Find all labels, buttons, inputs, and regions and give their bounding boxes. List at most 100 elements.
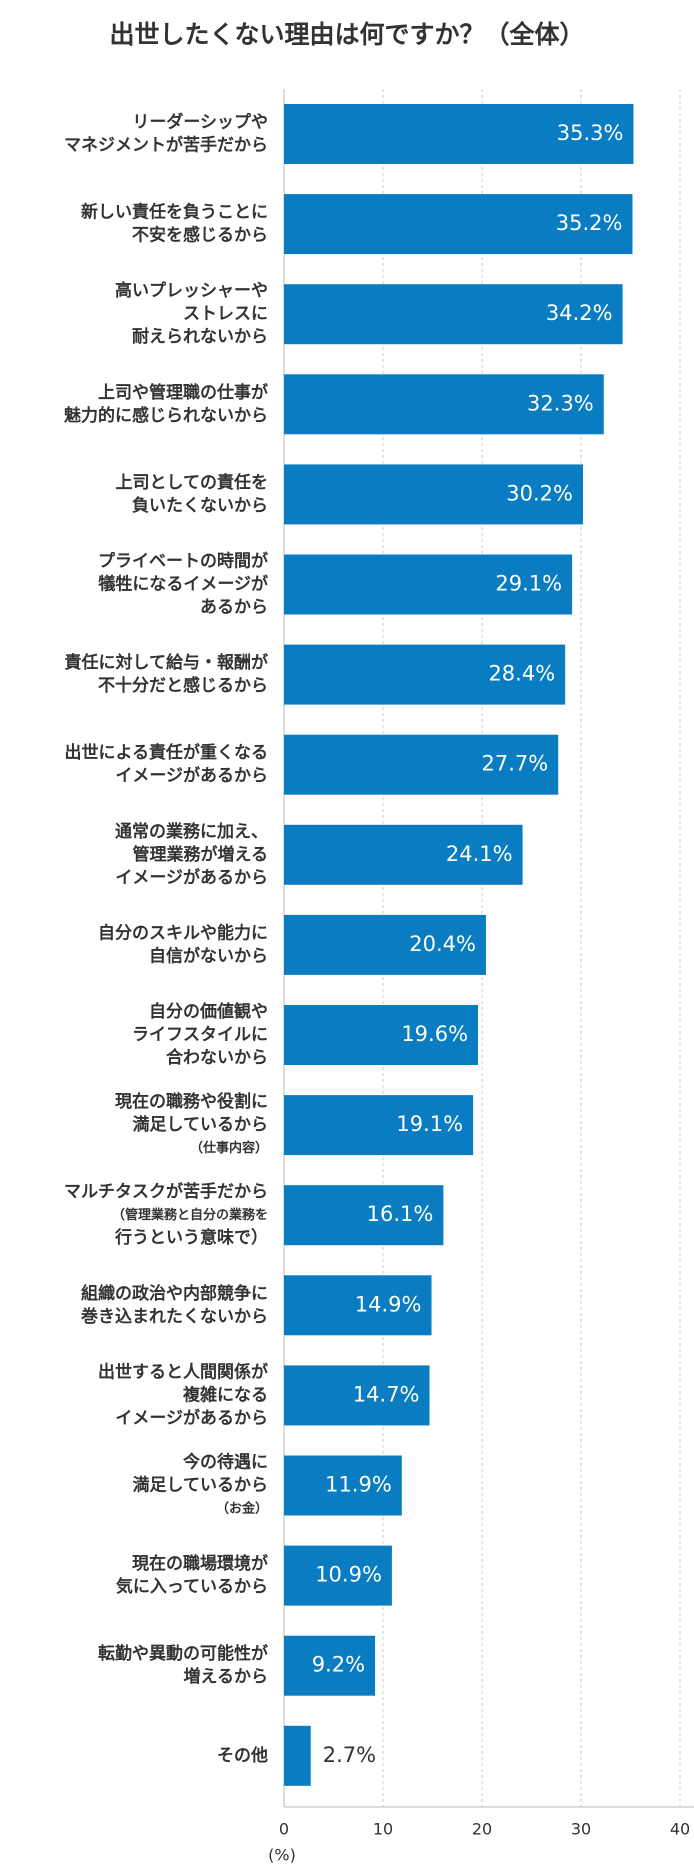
category-line: あるから (200, 598, 268, 618)
bar (284, 1275, 432, 1336)
category-line: 満足しているから (133, 1475, 269, 1496)
bar (284, 1365, 430, 1426)
value-label: 24.1% (446, 842, 513, 866)
category-label: 出世による責任が重くなるイメージがあるから (65, 742, 269, 786)
category-label: 転勤や異動の可能性が増えるから (98, 1643, 268, 1687)
x-tick-label: 10 (373, 1820, 393, 1839)
value-label: 10.9% (315, 1563, 382, 1587)
bar (284, 1095, 474, 1156)
bar (284, 464, 583, 525)
x-tick-label: 30 (571, 1820, 591, 1839)
category-label: 今の待遇に満足しているから （お金） (133, 1452, 269, 1517)
category-line: 巻き込まれたくないから (80, 1306, 268, 1327)
category-line: 通常の業務に加え、 (115, 821, 268, 842)
category-line: ストレスに (183, 304, 268, 324)
bar (284, 1545, 392, 1606)
category-line: 気に入っているから (115, 1576, 268, 1597)
value-label: 29.1% (495, 572, 562, 596)
category-label: 上司や管理職の仕事が魅力的に感じられないから (64, 382, 268, 426)
category-line: 出世による責任が重くなる (65, 742, 269, 763)
chart-title: 出世したくない理由は何ですか？（全体） (109, 20, 584, 49)
category-label: 新しい責任を負うことに不安を感じるから (81, 202, 268, 246)
bar (284, 734, 559, 795)
bar (284, 1635, 376, 1696)
value-label: 14.9% (355, 1292, 422, 1316)
x-tick-label: 20 (472, 1820, 492, 1839)
category-line: 自分のスキルや能力に (98, 922, 268, 943)
value-label: 35.3% (557, 121, 624, 145)
bar (284, 374, 604, 435)
bar (284, 1455, 402, 1516)
category-line: 不十分だと感じるから (98, 675, 268, 696)
category-label: 組織の政治や内部競争に巻き込まれたくないから (80, 1283, 268, 1327)
category-line: 出世すると人間関係が (98, 1361, 268, 1382)
category-line: 行うという意味で） (114, 1227, 268, 1248)
category-label: マルチタスクが苦手だから （管理業務と自分の業務を行うという意味で） (64, 1181, 268, 1248)
bar (284, 194, 633, 255)
category-line: マネジメントが苦手だから (64, 135, 268, 156)
category-line: 満足しているから (133, 1114, 269, 1135)
category-line: 転勤や異動の可能性が (98, 1643, 268, 1664)
value-label: 2.7% (323, 1743, 376, 1767)
bar (284, 554, 573, 615)
category-line: マルチタスクが苦手だから (64, 1181, 268, 1202)
x-tick-label: 0 (279, 1820, 289, 1839)
category-line: 増えるから (184, 1666, 269, 1687)
category-line: 責任に対して給与・報酬が (65, 652, 269, 673)
category-label: 現在の職場環境が気に入っているから (115, 1553, 268, 1597)
category-label: 出世すると人間関係が複雑になるイメージがあるから (98, 1361, 268, 1428)
category-line: 自分の価値観や (149, 1001, 268, 1022)
category-label: プライベートの時間が犠牲になるイメージがあるから (98, 551, 268, 618)
category-line: 現在の職務や役割に (115, 1091, 268, 1112)
category-line: 今の待遇に (183, 1452, 268, 1473)
category-line: 上司としての責任を (116, 472, 269, 493)
bar (284, 644, 566, 705)
bar (284, 104, 634, 164)
x-tick-label: 40 (670, 1820, 690, 1839)
bar (284, 1005, 479, 1065)
x-axis-label: (%) (268, 1846, 296, 1865)
value-label: 28.4% (488, 662, 555, 686)
value-label: 27.7% (482, 752, 549, 776)
category-line: プライベートの時間が (98, 551, 268, 572)
category-line: 新しい責任を負うことに (81, 202, 268, 223)
category-label: 自分の価値観やライフスタイルに合わないから (132, 1001, 268, 1068)
category-line: 複雑になる (182, 1384, 268, 1405)
category-line: （管理業務と自分の業務を (112, 1207, 268, 1223)
value-label: 16.1% (367, 1202, 434, 1226)
category-label: 高いプレッシャーやストレスに耐えられないから (115, 280, 268, 347)
category-label: その他 (217, 1745, 268, 1766)
value-label: 19.1% (396, 1112, 463, 1136)
category-line: 犠牲になるイメージが (98, 574, 268, 595)
value-label: 9.2% (312, 1653, 365, 1677)
category-line: 現在の職場環境が (132, 1553, 268, 1574)
value-label: 14.7% (353, 1382, 420, 1406)
category-label: 自分のスキルや能力に自信がないから (98, 922, 268, 966)
bar (284, 824, 523, 885)
category-line: 自信がないから (149, 945, 268, 966)
category-line: 高いプレッシャーや (115, 280, 268, 301)
category-line: リーダーシップや (132, 112, 268, 133)
category-line: 組織の政治や内部競争に (81, 1283, 268, 1304)
value-label: 11.9% (325, 1473, 392, 1497)
category-line: 合わないから (166, 1047, 268, 1068)
value-label: 32.3% (527, 391, 594, 415)
category-line: その他 (217, 1745, 268, 1766)
value-label: 20.4% (409, 932, 476, 956)
category-line: 魅力的に感じられないから (64, 405, 268, 426)
value-label: 35.2% (556, 211, 623, 235)
bar (284, 914, 486, 975)
category-line: 管理業務が増える (133, 844, 269, 865)
category-label: 上司としての責任を負いたくないから (116, 472, 269, 516)
category-line: （お金） (216, 1500, 268, 1516)
category-line: 上司や管理職の仕事が (98, 382, 268, 403)
category-label: リーダーシップやマネジメントが苦手だから (64, 112, 268, 156)
category-label: 責任に対して給与・報酬が不十分だと感じるから (65, 652, 269, 696)
category-line: イメージがあるから (115, 867, 268, 888)
category-line: 負いたくないから (132, 496, 268, 516)
value-label: 34.2% (546, 301, 613, 325)
value-label: 19.6% (401, 1022, 468, 1046)
value-label: 30.2% (506, 481, 573, 505)
bar (284, 1725, 311, 1786)
category-line: 不安を感じるから (132, 225, 268, 246)
